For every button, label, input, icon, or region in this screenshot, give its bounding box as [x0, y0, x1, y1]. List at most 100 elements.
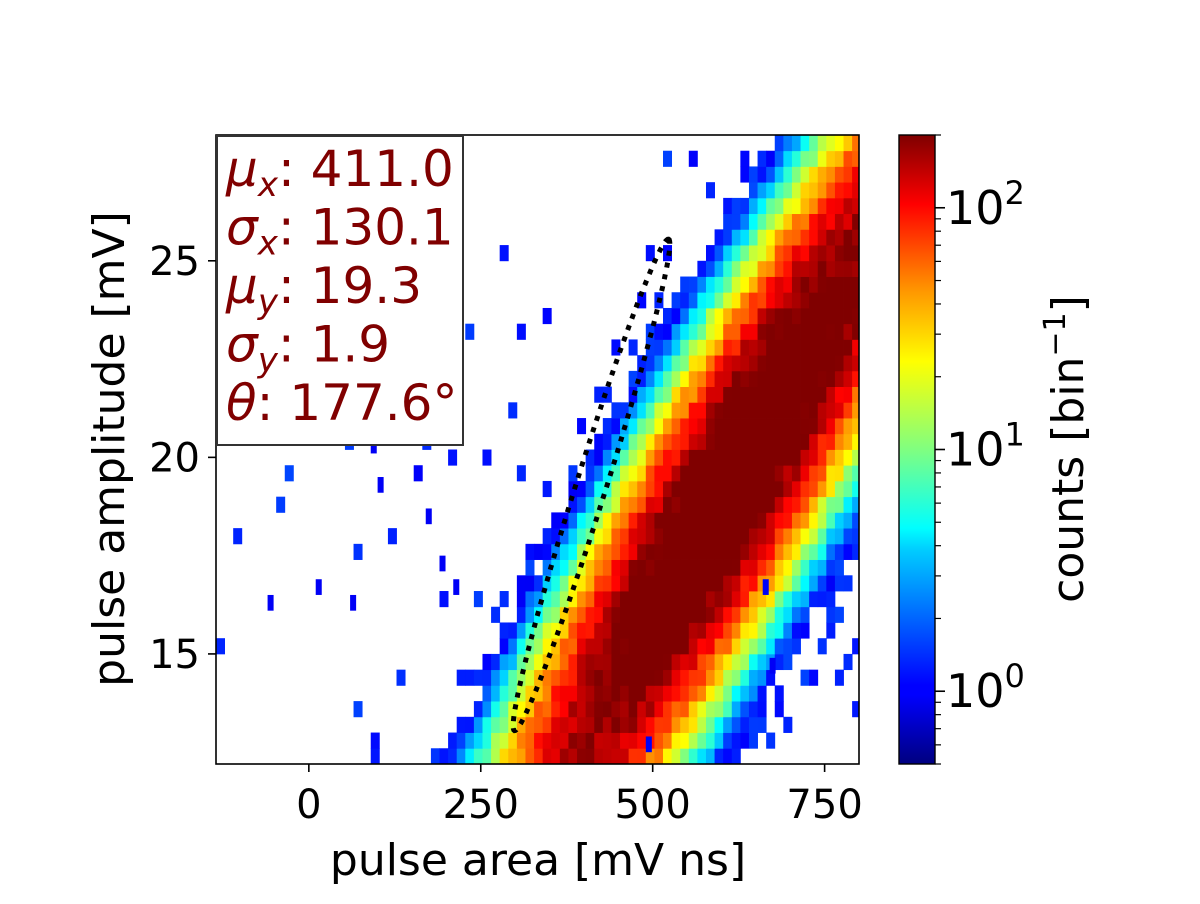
heatmap-bin — [757, 606, 767, 623]
heatmap-bin — [774, 245, 784, 262]
heatmap-bin — [645, 701, 655, 718]
heatmap-bin — [791, 386, 801, 403]
heatmap-bin — [680, 276, 690, 293]
heatmap-bin — [637, 591, 647, 608]
heatmap-bin — [705, 276, 715, 293]
heatmap-bin — [499, 245, 509, 262]
heatmap-bin — [267, 594, 274, 611]
heatmap-bin — [714, 528, 724, 545]
heatmap-bin — [637, 559, 647, 576]
heatmap-bin — [688, 150, 698, 167]
heatmap-bin — [620, 685, 630, 702]
heatmap-bin — [809, 229, 819, 246]
heatmap-bin — [577, 716, 587, 733]
heatmap-bin — [577, 622, 587, 639]
heatmap-bin — [826, 496, 836, 513]
heatmap-bin — [757, 323, 767, 340]
heatmap-bin — [671, 528, 681, 545]
heatmap-bin — [680, 386, 690, 403]
heatmap-bin — [809, 150, 819, 167]
heatmap-bin — [731, 591, 741, 608]
heatmap-bin — [783, 339, 793, 356]
heatmap-bin — [791, 543, 801, 560]
heatmap-bin — [628, 465, 638, 482]
heatmap-bin — [834, 465, 844, 482]
heatmap-bin — [723, 323, 733, 340]
heatmap-bin — [826, 512, 836, 529]
heatmap-bin — [525, 748, 535, 764]
heatmap-bin — [748, 307, 758, 325]
heatmap-bin — [774, 213, 784, 230]
heatmap-bin — [645, 653, 655, 671]
heatmap-bin — [568, 716, 578, 733]
heatmap-bin — [783, 480, 793, 498]
heatmap-bin — [688, 418, 698, 435]
heatmap-bin — [611, 418, 621, 435]
heatmap-bin — [628, 669, 638, 686]
heatmap-bin — [774, 355, 784, 372]
heatmap-bin — [697, 402, 707, 419]
heatmap-bin — [516, 748, 526, 764]
heatmap-bin — [783, 135, 793, 152]
heatmap-bin — [731, 638, 741, 655]
heatmap-bin — [594, 685, 604, 702]
heatmap-bin — [525, 559, 535, 576]
heatmap-bin — [645, 386, 655, 403]
heatmap-bin — [654, 449, 664, 466]
heatmap-bin — [396, 669, 406, 686]
heatmap-bin — [680, 402, 690, 419]
heatmap-bin — [766, 512, 776, 529]
heatmap-bin — [826, 292, 836, 309]
heatmap-bin — [748, 370, 758, 387]
heatmap-bin — [688, 701, 698, 718]
heatmap-bin — [671, 370, 681, 387]
heatmap-bin — [766, 213, 776, 230]
heatmap-bin — [637, 386, 647, 403]
heatmap-bin — [843, 355, 853, 372]
heatmap-bin — [826, 323, 836, 340]
heatmap-bin — [723, 559, 733, 576]
heatmap-bin — [611, 606, 621, 623]
heatmap-bin — [800, 370, 810, 387]
heatmap-bin — [757, 653, 767, 671]
heatmap-bin — [602, 575, 612, 592]
heatmap-bin — [620, 528, 630, 545]
heatmap-bin — [705, 292, 715, 309]
heatmap-bin — [628, 528, 638, 545]
heatmap-bin — [757, 591, 767, 608]
heatmap-bin — [585, 465, 595, 482]
heatmap-bin — [551, 638, 561, 655]
heatmap-bin — [748, 669, 758, 686]
heatmap-bin — [508, 669, 518, 686]
heatmap-bin — [834, 370, 844, 387]
heatmap-bin — [688, 591, 698, 608]
heatmap-bin — [791, 197, 801, 215]
heatmap-bin — [809, 245, 819, 262]
heatmap-bin — [800, 135, 810, 152]
heatmap-bin — [663, 638, 673, 655]
heatmap-bin — [748, 260, 758, 277]
heatmap-bin — [723, 480, 733, 498]
heatmap-bin — [637, 528, 647, 545]
heatmap-bin — [826, 622, 836, 639]
heatmap-bin — [697, 307, 707, 325]
heatmap-bin — [714, 418, 724, 435]
heatmap-bin — [482, 716, 492, 733]
heatmap-bin — [620, 606, 630, 623]
heatmap-bin — [525, 575, 535, 592]
heatmap-bin — [551, 622, 561, 639]
heatmap-bin — [774, 575, 784, 592]
heatmap-bin — [680, 323, 690, 340]
heatmap-bin — [594, 449, 604, 466]
heatmap-bin — [766, 543, 776, 560]
heatmap-bin — [637, 370, 647, 387]
heatmap-bin — [740, 260, 750, 277]
heatmap-bin — [680, 685, 690, 702]
heatmap-bin — [800, 339, 810, 356]
heatmap-bin — [757, 276, 767, 293]
heatmap-bin — [456, 669, 466, 686]
heatmap-bin — [731, 480, 741, 498]
heatmap-bin — [559, 701, 569, 718]
heatmap-bin — [456, 716, 466, 733]
heatmap-bin — [499, 669, 509, 686]
